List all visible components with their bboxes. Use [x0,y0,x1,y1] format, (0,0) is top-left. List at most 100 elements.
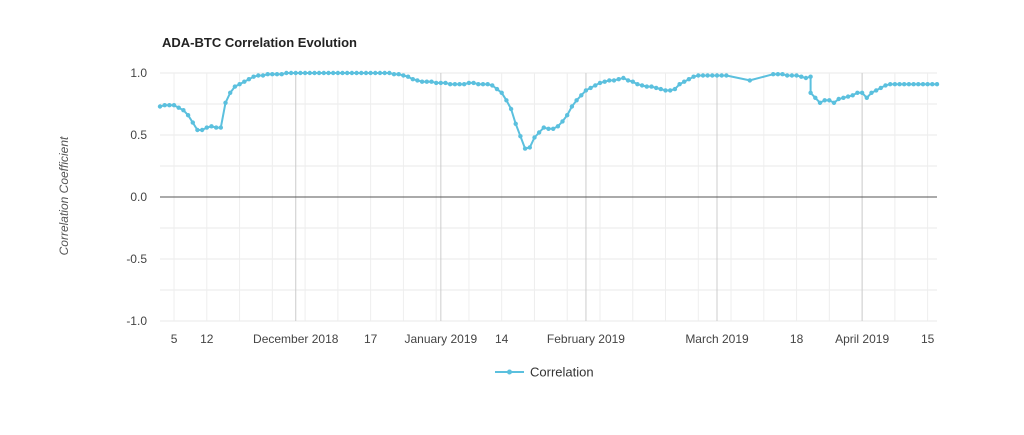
data-point [438,80,443,86]
data-point [359,70,364,76]
legend[interactable]: Correlation [495,365,594,380]
data-point [668,88,673,93]
data-point [593,83,598,88]
data-point [368,70,373,76]
data-point [373,70,378,76]
data-point [686,77,692,82]
data-point [209,124,214,129]
data-point [171,103,177,108]
data-point [466,80,472,86]
data-point [471,80,476,86]
data-point [883,83,888,88]
data-point [340,70,345,76]
data-point [293,70,298,76]
series-layer [157,70,940,151]
legend-dot-marker [507,369,512,375]
data-point [284,70,289,76]
y-tick-label: 1.0 [130,66,147,80]
data-point [635,82,640,87]
data-point [658,86,663,92]
data-point [499,90,504,96]
data-point [452,82,458,87]
data-point [799,74,804,79]
data-point [616,77,621,82]
data-point [621,75,626,81]
data-point [649,84,654,89]
data-point [654,85,659,91]
data-point [204,125,209,130]
data-point [691,74,696,79]
data-point [611,78,617,83]
data-point [462,82,467,87]
data-point [630,79,635,84]
data-point [794,73,799,78]
data-point [831,100,837,106]
data-point [218,125,223,130]
data-point [434,80,439,86]
data-point [377,70,383,76]
data-point [190,120,195,125]
data-point [260,73,266,78]
data-point [874,88,879,93]
data-point [176,105,181,110]
data-point [331,70,336,76]
x-tick-label: March 2019 [685,332,749,346]
legend-label: Correlation [530,365,594,380]
data-point [607,78,612,83]
data-point [850,93,855,98]
data-point [237,82,242,87]
y-tick-label: -1.0 [126,314,147,328]
data-point [185,113,191,118]
data-point [724,73,729,78]
data-point [878,85,883,91]
data-point [391,72,397,77]
data-point [349,70,355,76]
data-point [195,127,200,133]
data-point [424,79,429,84]
y-tick-label: 0.5 [130,128,147,142]
data-point [705,73,710,78]
data-point [242,79,247,84]
y-tick-label: 0.0 [130,190,147,204]
x-tick-label: 15 [921,332,935,346]
axes: -1.0 -0.5 0.0 0.5 1.0 5 12 December 2018 17 Janua… [126,66,937,346]
data-point [803,75,809,81]
x-tick-label: 17 [364,332,378,346]
data-point [270,72,275,77]
data-point [228,90,233,96]
data-point [354,70,359,76]
data-point [405,74,411,79]
data-point [897,82,902,87]
data-point [401,73,406,78]
data-point [232,84,238,89]
data-point [485,82,490,87]
data-point [251,74,256,79]
data-point [527,145,532,150]
data-point [167,103,172,108]
data-point [710,73,715,78]
x-tick-label: February 2019 [547,332,625,346]
y-axis-label: Correlation Coefficient [57,136,71,255]
data-point [214,125,219,130]
data-point [157,104,163,109]
data-point [911,82,916,87]
data-point [274,72,280,77]
data-point [925,82,930,87]
data-point [443,80,448,86]
data-point [541,125,546,130]
data-point [312,70,317,76]
data-point [827,98,832,103]
data-point [335,70,341,76]
chart-title: ADA-BTC Correlation Evolution [162,35,357,50]
data-point [579,93,584,98]
data-point [345,70,350,76]
data-point [574,98,579,103]
y-tick-label: -0.5 [126,252,147,266]
data-point [672,86,678,92]
data-point [298,70,303,76]
data-point [279,72,284,77]
data-point [508,106,514,112]
data-point [597,80,603,86]
